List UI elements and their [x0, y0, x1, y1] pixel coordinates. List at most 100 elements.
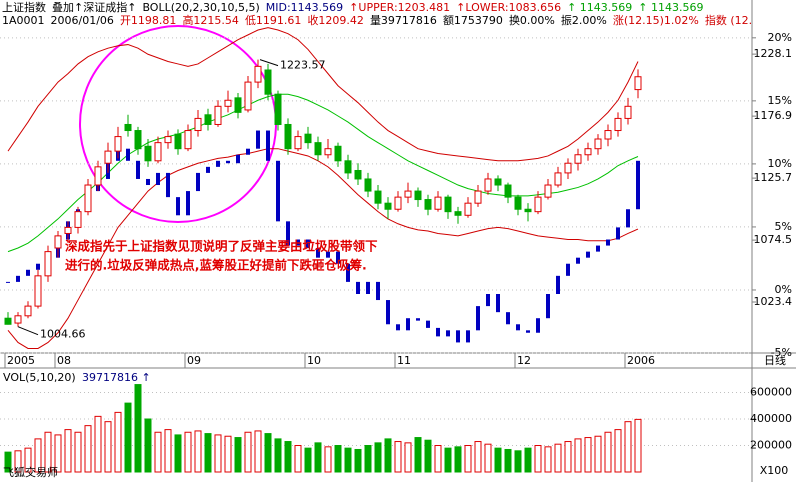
candle-body — [354, 169, 362, 180]
overlay-bar — [16, 275, 20, 282]
candle-body — [204, 114, 212, 125]
volume-bar — [364, 445, 372, 473]
volume-bar — [154, 431, 162, 473]
volume-bar — [374, 442, 382, 473]
candle-body — [244, 81, 252, 111]
overlay-bar — [216, 160, 220, 167]
volume-bar — [244, 431, 252, 473]
candle-body — [444, 196, 452, 213]
volume-bar — [404, 442, 412, 473]
candle-body — [234, 97, 242, 113]
header-item: 开1198.81 — [120, 14, 177, 27]
volume-bar — [294, 445, 302, 473]
overlay-bar — [366, 281, 370, 294]
overlay-bar — [296, 239, 300, 246]
volume-bar — [304, 447, 312, 473]
header-item: 上证指数 — [2, 0, 46, 14]
overlay-bar — [526, 330, 530, 333]
candle-body — [364, 178, 372, 192]
overlay-bar — [576, 257, 580, 264]
candle-body — [494, 178, 502, 186]
header-item: 振2.00% — [561, 13, 607, 27]
candle-body — [614, 117, 622, 132]
volume-bar — [494, 447, 502, 473]
volume-bar — [284, 441, 292, 473]
volume-bar — [234, 437, 242, 473]
x-tick-label: 11 — [397, 354, 411, 367]
candle-body — [454, 211, 462, 216]
boll-line — [7, 93, 639, 253]
x-tick-label: 12 — [517, 354, 531, 367]
candle-body — [514, 196, 522, 210]
overlay-bar — [326, 251, 330, 258]
candle-body — [374, 190, 382, 204]
header-item: 涨(12.15)1.02% — [613, 14, 699, 27]
overlay-bar — [376, 281, 380, 301]
candle-body — [114, 136, 122, 152]
volume-bar — [574, 438, 582, 473]
volume-bar — [594, 435, 602, 473]
volume-bar — [194, 430, 202, 473]
volume-bar — [564, 441, 572, 473]
candle-body — [144, 145, 152, 162]
header-item: 1A0001 — [2, 14, 45, 27]
header-item: 低1191.61 — [245, 14, 302, 27]
candle-body — [294, 136, 302, 150]
overlay-bar — [386, 300, 390, 325]
volume-bar — [524, 447, 532, 473]
boll-line — [7, 27, 639, 162]
header-item: ↑UPPER:1203.481 — [349, 1, 450, 14]
overlay-bar — [596, 245, 600, 252]
x-tick-label: 2006 — [627, 354, 655, 367]
volume-bar — [74, 431, 82, 473]
candle-body — [94, 166, 102, 186]
volume-bar — [84, 425, 92, 473]
overlay-bar — [476, 306, 480, 331]
candle-body — [544, 184, 552, 198]
overlay-bar — [166, 172, 170, 198]
candle-body — [54, 235, 62, 249]
overlay-bar — [486, 293, 490, 307]
candle-body — [284, 123, 292, 150]
volume-bar — [94, 415, 102, 473]
low-label: 1004.66 — [40, 328, 86, 341]
candle-body — [24, 305, 32, 317]
candle-body — [254, 65, 262, 83]
header-item: 换0.00% — [509, 13, 555, 27]
volume-bar — [14, 450, 22, 473]
overlay-bar — [406, 318, 410, 331]
volume-bar — [224, 435, 232, 473]
volume-bar — [504, 448, 512, 473]
volume-bar — [124, 402, 132, 473]
overlay-bar — [606, 239, 610, 246]
header-line: 1A0001 2006/01/06 开1198.81 高1215.54 低1191.61… — [2, 13, 752, 27]
overlay-bar — [566, 263, 570, 276]
candle-body — [484, 178, 492, 192]
low-leader — [17, 326, 39, 336]
candle-body — [424, 199, 432, 210]
volume-bar — [134, 384, 142, 473]
overlay-bar — [636, 160, 640, 210]
candle-body — [74, 211, 82, 228]
candle-body — [604, 130, 612, 140]
volume-bar — [204, 433, 212, 473]
candle-body — [534, 196, 542, 213]
overlay-bar — [256, 130, 260, 149]
header-item: 量39717816 — [370, 14, 437, 27]
candle-body — [214, 105, 222, 125]
header-item: ↑ 1143.569 — [567, 1, 632, 14]
volume-bar — [414, 437, 422, 473]
x-tick-label: 2005 — [7, 354, 35, 367]
header-item: 指数 (12. — [705, 13, 752, 27]
overlay-bar — [246, 148, 250, 155]
candle-body — [624, 105, 632, 119]
volume-bar — [354, 448, 362, 473]
volume-bar — [474, 441, 482, 473]
volume-bar — [184, 431, 192, 473]
header-item: 收1209.42 — [307, 13, 364, 27]
volume-bar — [334, 445, 342, 473]
candle-body — [384, 202, 392, 210]
overlay-bar — [616, 227, 620, 240]
y2-tick-label: 20% — [768, 31, 792, 44]
